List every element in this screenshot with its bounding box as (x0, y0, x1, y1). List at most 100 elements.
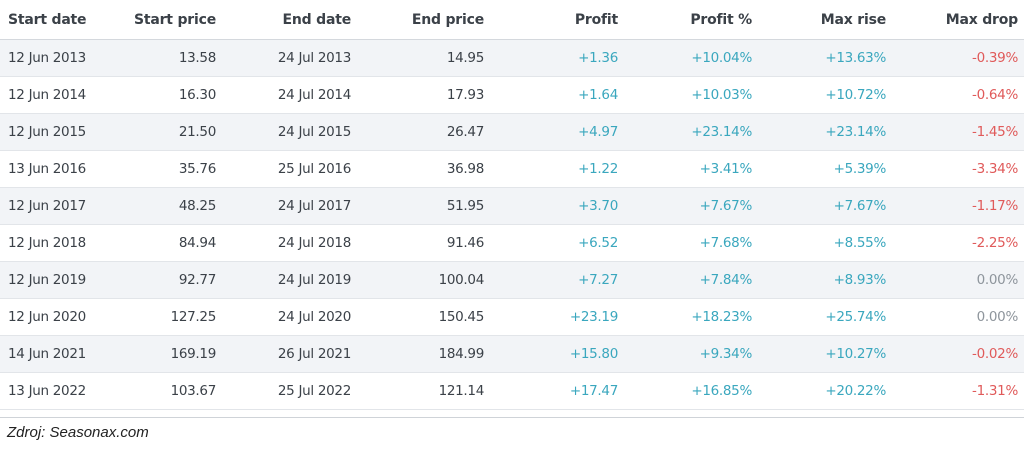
start-price-cell: 16.30 (120, 76, 222, 114)
header-start-price[interactable]: Start price (120, 0, 222, 40)
end-price-cell: 51.95 (357, 187, 490, 225)
table-row: 12 Jun 2014 16.30 24 Jul 2014 17.93 +1.64 +10… (0, 76, 1024, 114)
profit-cell: +7.27 (490, 261, 624, 299)
profit-cell: +4.97 (490, 113, 624, 151)
start-price-cell: 103.67 (120, 372, 222, 410)
end-date-cell: 24 Jul 2013 (222, 39, 357, 77)
profit-percent-cell: +7.67% (624, 187, 758, 225)
table-row: 12 Jun 2020 127.25 24 Jul 2020 150.45 +23.19… (0, 298, 1024, 336)
start-date-cell: 12 Jun 2014 (0, 76, 120, 114)
profit-percent-cell: +9.34% (624, 335, 758, 373)
end-price-cell: 184.99 (357, 335, 490, 373)
max-drop-cell: -0.02% (892, 335, 1024, 373)
table-row: 12 Jun 2018 84.94 24 Jul 2018 91.46 +6.52 +7.… (0, 224, 1024, 262)
end-date-cell: 24 Jul 2014 (222, 76, 357, 114)
max-rise-cell: +8.93% (758, 261, 892, 299)
max-rise-cell: +5.39% (758, 150, 892, 188)
end-date-cell: 24 Jul 2017 (222, 187, 357, 225)
max-drop-cell: 0.00% (892, 298, 1024, 336)
start-date-cell: 13 Jun 2016 (0, 150, 120, 188)
seasonality-table: Start date Start price End date End pric… (0, 0, 1024, 410)
start-date-cell: 12 Jun 2020 (0, 298, 120, 336)
end-price-cell: 14.95 (357, 39, 490, 77)
end-date-cell: 25 Jul 2022 (222, 372, 357, 410)
end-date-cell: 24 Jul 2018 (222, 224, 357, 262)
start-price-cell: 13.58 (120, 39, 222, 77)
max-rise-cell: +20.22% (758, 372, 892, 410)
max-rise-cell: +10.27% (758, 335, 892, 373)
max-rise-cell: +23.14% (758, 113, 892, 151)
profit-cell: +1.22 (490, 150, 624, 188)
start-price-cell: 169.19 (120, 335, 222, 373)
start-date-cell: 12 Jun 2018 (0, 224, 120, 262)
end-price-cell: 36.98 (357, 150, 490, 188)
end-price-cell: 150.45 (357, 298, 490, 336)
max-drop-cell: -1.17% (892, 187, 1024, 225)
end-date-cell: 25 Jul 2016 (222, 150, 357, 188)
start-date-cell: 14 Jun 2021 (0, 335, 120, 373)
profit-percent-cell: +23.14% (624, 113, 758, 151)
max-drop-cell: -0.64% (892, 76, 1024, 114)
max-drop-cell: -0.39% (892, 39, 1024, 77)
max-drop-cell: -1.31% (892, 372, 1024, 410)
table-row: 13 Jun 2016 35.76 25 Jul 2016 36.98 +1.22 +3.… (0, 150, 1024, 188)
end-date-cell: 24 Jul 2015 (222, 113, 357, 151)
start-date-cell: 12 Jun 2017 (0, 187, 120, 225)
header-max-rise[interactable]: Max rise (758, 0, 892, 40)
start-price-cell: 92.77 (120, 261, 222, 299)
profit-percent-cell: +10.03% (624, 76, 758, 114)
header-max-drop[interactable]: Max drop (892, 0, 1024, 40)
profit-cell: +6.52 (490, 224, 624, 262)
start-price-cell: 84.94 (120, 224, 222, 262)
profit-cell: +15.80 (490, 335, 624, 373)
header-profit-percent[interactable]: Profit % (624, 0, 758, 40)
header-end-price[interactable]: End price (357, 0, 490, 40)
start-date-cell: 12 Jun 2015 (0, 113, 120, 151)
profit-percent-cell: +7.84% (624, 261, 758, 299)
header-end-date[interactable]: End date (222, 0, 357, 40)
table-row: 12 Jun 2019 92.77 24 Jul 2019 100.04 +7.27 +7… (0, 261, 1024, 299)
profit-cell: +1.64 (490, 76, 624, 114)
max-drop-cell: -1.45% (892, 113, 1024, 151)
start-price-cell: 48.25 (120, 187, 222, 225)
profit-cell: +1.36 (490, 39, 624, 77)
end-price-cell: 26.47 (357, 113, 490, 151)
max-rise-cell: +25.74% (758, 298, 892, 336)
max-rise-cell: +8.55% (758, 224, 892, 262)
start-date-cell: 13 Jun 2022 (0, 372, 120, 410)
start-price-cell: 35.76 (120, 150, 222, 188)
end-price-cell: 100.04 (357, 261, 490, 299)
max-drop-cell: 0.00% (892, 261, 1024, 299)
table-row: 12 Jun 2015 21.50 24 Jul 2015 26.47 +4.97 +23… (0, 113, 1024, 151)
profit-percent-cell: +3.41% (624, 150, 758, 188)
profit-percent-cell: +16.85% (624, 372, 758, 410)
start-price-cell: 127.25 (120, 298, 222, 336)
max-drop-cell: -3.34% (892, 150, 1024, 188)
profit-percent-cell: +7.68% (624, 224, 758, 262)
profit-cell: +23.19 (490, 298, 624, 336)
start-date-cell: 12 Jun 2013 (0, 39, 120, 77)
table-row: 12 Jun 2017 48.25 24 Jul 2017 51.95 +3.70 +7.… (0, 187, 1024, 225)
profit-cell: +3.70 (490, 187, 624, 225)
profit-percent-cell: +10.04% (624, 39, 758, 77)
max-rise-cell: +13.63% (758, 39, 892, 77)
profit-percent-cell: +18.23% (624, 298, 758, 336)
table-body: 12 Jun 2013 13.58 24 Jul 2013 14.95 +1.36 +10… (0, 39, 1024, 410)
end-price-cell: 17.93 (357, 76, 490, 114)
header-start-date[interactable]: Start date (0, 0, 120, 40)
end-date-cell: 24 Jul 2019 (222, 261, 357, 299)
end-price-cell: 91.46 (357, 224, 490, 262)
profit-cell: +17.47 (490, 372, 624, 410)
end-date-cell: 26 Jul 2021 (222, 335, 357, 373)
table-row: 12 Jun 2013 13.58 24 Jul 2013 14.95 +1.36 +10… (0, 39, 1024, 77)
header-row: Start date Start price End date End pric… (0, 0, 1024, 40)
end-date-cell: 24 Jul 2020 (222, 298, 357, 336)
start-price-cell: 21.50 (120, 113, 222, 151)
table-row: 13 Jun 2022 103.67 25 Jul 2022 121.14 +17.47… (0, 372, 1024, 410)
max-rise-cell: +10.72% (758, 76, 892, 114)
header-profit[interactable]: Profit (490, 0, 624, 40)
table-row: 14 Jun 2021 169.19 26 Jul 2021 184.99 +15.80… (0, 335, 1024, 373)
start-date-cell: 12 Jun 2019 (0, 261, 120, 299)
end-price-cell: 121.14 (357, 372, 490, 410)
source-caption: Zdroj: Seasonax.com (7, 424, 149, 441)
